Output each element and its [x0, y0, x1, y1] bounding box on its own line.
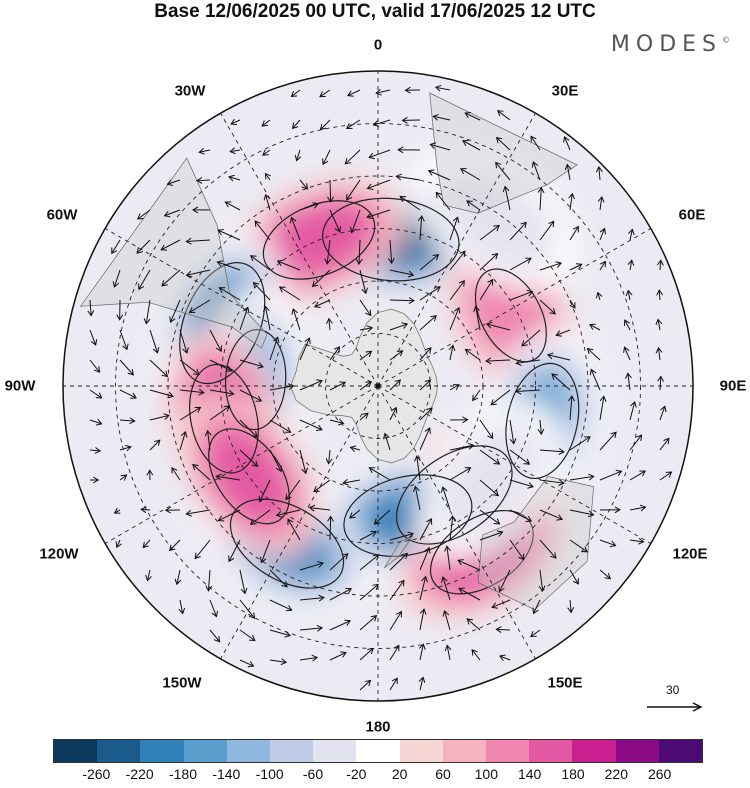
colorbar-tick-label: 140	[518, 766, 541, 782]
colorbar-cell	[97, 740, 140, 762]
lon-label-150e: 150E	[547, 675, 582, 692]
colorbar-tick-label: 20	[392, 766, 408, 782]
colorbar-tick-label: -100	[256, 766, 284, 782]
colorbar-cell	[227, 740, 270, 762]
lon-label-90w: 90W	[5, 378, 36, 395]
colorbar-tick-label: -20	[346, 766, 366, 782]
lon-label-90e: 90E	[720, 378, 747, 395]
lon-label-60e: 60E	[679, 207, 706, 224]
colorbar-cell	[356, 740, 399, 762]
colorbar-tick-label: -140	[212, 766, 240, 782]
colorbar-tick-label: -60	[303, 766, 323, 782]
lon-label-60w: 60W	[47, 207, 78, 224]
lon-label-30e: 30E	[552, 83, 579, 100]
colorbar-cell	[659, 740, 702, 762]
colorbar-tick-label: 60	[435, 766, 451, 782]
lon-label-30w: 30W	[175, 83, 206, 100]
reference-vector-label: 30	[666, 683, 679, 697]
colorbar-tick-label: -260	[82, 766, 110, 782]
pole-marker	[376, 384, 381, 389]
colorbar-cell	[400, 740, 443, 762]
brand-mark: ©	[722, 36, 730, 45]
lon-label-120e: 120E	[672, 546, 707, 563]
lon-label-120w: 120W	[39, 546, 78, 563]
brand-text: MODES	[611, 32, 722, 57]
colorbar-tick-label: 100	[475, 766, 498, 782]
colorbar-tick-label: 220	[605, 766, 628, 782]
colorbar-cell	[313, 740, 356, 762]
wind-arrow	[330, 516, 331, 540]
colorbar-cell	[572, 740, 615, 762]
colorbar-cell	[140, 740, 183, 762]
brand-logo: MODES©	[611, 32, 730, 57]
colorbar-tick-label: 180	[561, 766, 584, 782]
lon-label-150w: 150W	[162, 675, 201, 692]
colorbar-tick-label: -220	[126, 766, 154, 782]
wind-arrow	[197, 180, 210, 181]
lon-label-180: 180	[365, 719, 390, 736]
colorbar-tick-label: 260	[648, 766, 671, 782]
colorbar-cell	[270, 740, 313, 762]
colorbar-cell	[54, 740, 97, 762]
colorbar-tick-label: -180	[169, 766, 197, 782]
page-title: Base 12/06/2025 00 UTC, valid 17/06/2025…	[0, 0, 750, 24]
colorbar-cell	[529, 740, 572, 762]
colorbar	[53, 739, 703, 763]
colorbar-cell	[443, 740, 486, 762]
lon-label-0: 0	[374, 37, 382, 54]
reference-vector-arrow-icon	[646, 700, 704, 714]
colorbar-cell	[184, 740, 227, 762]
colorbar-cell	[486, 740, 529, 762]
wind-arrow	[496, 629, 510, 630]
colorbar-cell	[616, 740, 659, 762]
wind-arrow	[330, 180, 331, 202]
